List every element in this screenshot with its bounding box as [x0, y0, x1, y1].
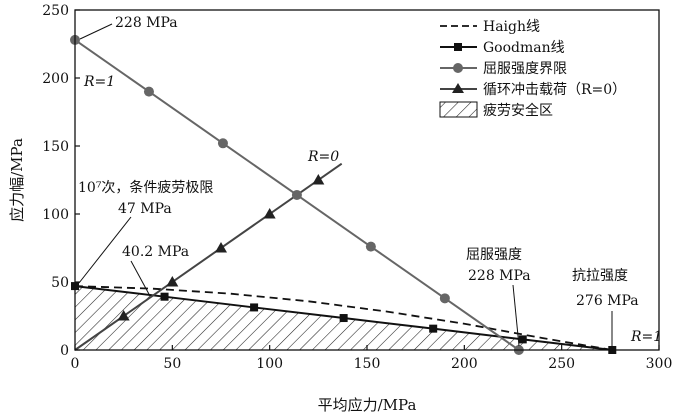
legend-haigh-label: Haigh线	[483, 19, 540, 35]
x-axis-label: 平均应力/MPa	[318, 396, 417, 414]
yield-marker	[439, 293, 450, 304]
annotation-yield-228: 228 MPa	[468, 268, 531, 284]
x-tick-label: 50	[163, 356, 181, 372]
x-tick-label: 200	[451, 356, 478, 372]
goodman-marker	[429, 324, 438, 333]
impact-marker	[312, 174, 325, 185]
legend-impact-label: 循环冲击载荷（R=0）	[483, 82, 626, 98]
annotation-yield-leader	[512, 284, 520, 347]
annotation-47-mpa: 47 MPa	[118, 201, 172, 217]
legend-goodman-label: Goodman线	[483, 40, 565, 56]
impact-marker	[166, 276, 179, 287]
goodman-marker	[518, 335, 527, 344]
y-tick-label: 50	[51, 275, 69, 291]
goodman-marker	[160, 292, 169, 301]
annotation-276-mpa: 276 MPa	[576, 293, 639, 309]
yield-marker	[291, 189, 302, 200]
y-tick-label: 100	[42, 207, 69, 223]
x-tick-label: 0	[71, 356, 80, 372]
legend-yield-label: 屈服强度界限	[483, 61, 567, 77]
legend-safe-label: 疲劳安全区	[483, 102, 553, 119]
safe-zone-area	[75, 286, 613, 350]
annotation-228-mpa: 228 MPa	[115, 15, 178, 31]
y-tick-label: 150	[42, 139, 69, 155]
legend-yield-marker	[453, 63, 463, 73]
legend-impact-marker	[452, 83, 464, 93]
impact-marker	[117, 310, 130, 321]
goodman-marker	[339, 314, 348, 323]
legend-safe-swatch	[439, 101, 478, 118]
annotation-r1-right: R=1	[630, 329, 662, 345]
yield-marker	[217, 138, 228, 149]
y-tick-label: 0	[60, 343, 69, 359]
annotation-conditional-fatigue-limit: 10⁷次，条件疲劳极限	[78, 179, 213, 196]
annotation-yield-strength: 屈服强度	[466, 247, 522, 263]
legend: Haigh线 Goodman线 屈服强度界限 循环冲击载荷（R=0） 疲劳安全区	[439, 19, 626, 119]
annotation-40-2-leader	[130, 260, 151, 297]
y-axis-label: 应力幅/MPa	[8, 138, 26, 222]
annotation-40-2-mpa: 40.2 MPa	[122, 244, 189, 260]
impact-marker	[263, 208, 276, 219]
yield-marker	[365, 241, 376, 252]
x-tick-label: 300	[646, 356, 673, 372]
annotations: 228 MPa R=1 R=0 10⁷次，条件疲劳极限 47 MPa 40.2 …	[78, 15, 662, 347]
y-tick-label: 200	[42, 71, 69, 87]
annotation-r0: R=0	[307, 149, 339, 165]
annotation-tensile-strength: 抗拉强度	[572, 268, 628, 284]
y-tick-label: 250	[42, 3, 69, 19]
x-tick-label: 150	[354, 356, 381, 372]
legend-goodman-marker	[454, 43, 462, 51]
x-tick-label: 100	[256, 356, 283, 372]
x-tick-label: 250	[548, 356, 575, 372]
yield-marker	[143, 86, 154, 97]
impact-marker	[215, 242, 227, 253]
series-haigh-line	[74, 285, 613, 351]
annotation-47-leader	[78, 216, 132, 284]
annotation-r1-left: R=1	[83, 74, 115, 90]
annotation-228-leader	[79, 23, 113, 40]
goodman-marker	[250, 303, 259, 312]
